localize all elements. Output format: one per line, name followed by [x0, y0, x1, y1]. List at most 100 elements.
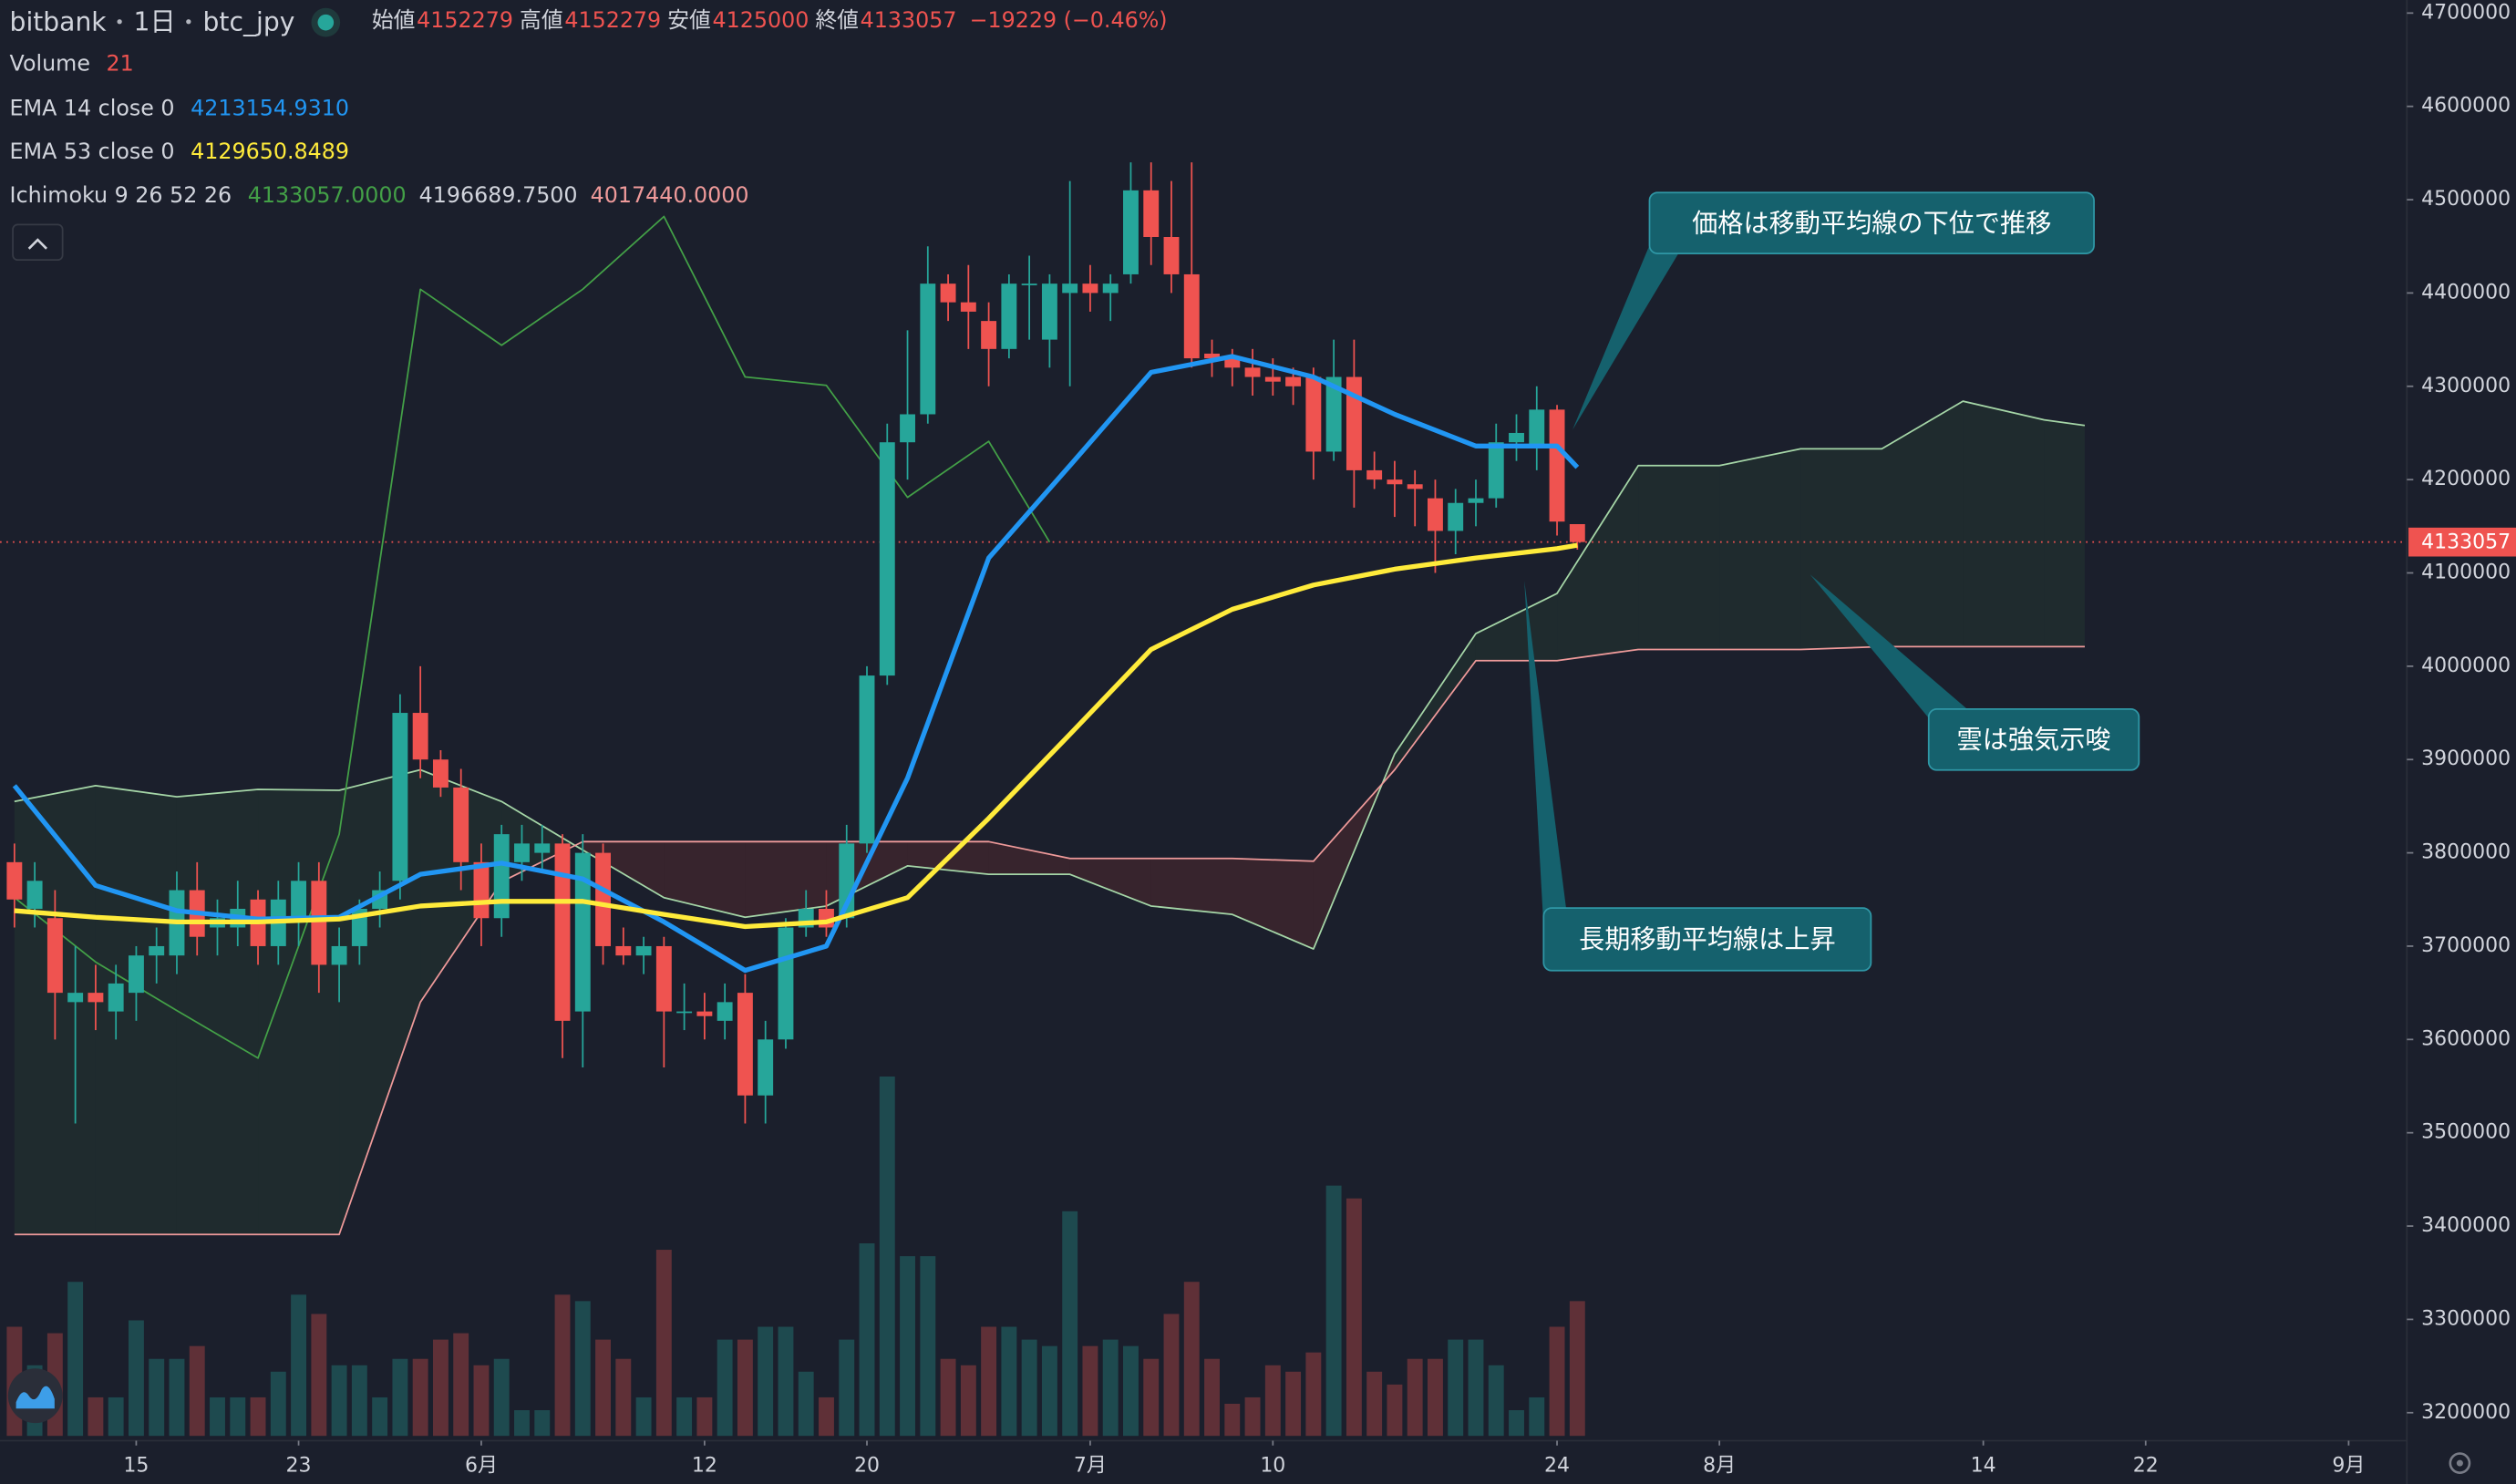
volume-bar — [1549, 1326, 1565, 1437]
x-tick-label: 24 — [1544, 1455, 1570, 1478]
candle-body — [859, 675, 875, 844]
volume-bar — [88, 1396, 104, 1437]
volume-bar — [453, 1333, 469, 1437]
x-tick-label: 15 — [123, 1455, 149, 1478]
ema53-row: EMA 53 close 0 4129650.8489 — [10, 131, 1168, 175]
candle-body — [554, 843, 571, 1021]
candle-body — [778, 927, 794, 1040]
current-price-badge — [2408, 527, 2516, 557]
x-tick-label: 12 — [692, 1455, 717, 1478]
volume-bar — [1204, 1358, 1220, 1437]
x-tick-label: 10 — [1260, 1455, 1285, 1478]
volume-bar — [879, 1076, 895, 1437]
candle-body — [1082, 283, 1098, 294]
callout-pointer — [1572, 237, 1679, 430]
market-status-dot[interactable] — [317, 14, 334, 30]
button-frame[interactable] — [12, 223, 64, 261]
volume-bar — [717, 1339, 733, 1437]
cloud-segment — [745, 841, 827, 918]
candle-body — [1102, 283, 1119, 294]
ichimoku-lagging-value: 4133057.0000 — [247, 182, 407, 210]
tradingview-logo[interactable] — [7, 1368, 63, 1424]
callout-box — [1542, 907, 1872, 972]
volume-bar — [615, 1358, 632, 1437]
ema-line — [14, 542, 1578, 930]
y-tick-label: 4100000 — [2421, 562, 2511, 584]
candle-body — [1285, 376, 1302, 386]
volume-value: 21 — [106, 51, 134, 78]
volume-bar — [635, 1396, 652, 1437]
cloud-segment — [1475, 593, 1558, 661]
cloud-segment — [1963, 401, 2045, 647]
volume-bar — [270, 1371, 286, 1437]
separator-dot — [186, 19, 192, 25]
cloud-segment — [988, 841, 1070, 875]
volume-bar — [574, 1301, 591, 1437]
x-tick-label: 9月 — [2332, 1455, 2365, 1478]
y-tick-label: 4600000 — [2421, 95, 2511, 118]
open-value: 4152279 — [417, 7, 514, 34]
cloud-segment — [1882, 401, 1964, 647]
candle-body — [1041, 283, 1057, 340]
logo-circle[interactable] — [7, 1368, 63, 1424]
ema53-name: EMA 53 close 0 — [9, 139, 175, 166]
candle-body — [26, 881, 43, 910]
candle-body — [493, 834, 510, 919]
callout-box — [1648, 191, 2095, 254]
candle-body — [1244, 367, 1261, 377]
candle-body — [88, 993, 104, 1003]
callout-text: 価格は移動平均線の下位で推移 — [1692, 208, 2051, 238]
symbol-row: bitbank 1日 btc_jpy 始値 4152279 高値 4152279… — [10, 0, 1168, 44]
ichimoku-span-a-value: 4196689.7500 — [418, 182, 578, 210]
candle-body — [514, 843, 530, 862]
chevron-icon — [27, 238, 47, 250]
volume-bar — [960, 1365, 976, 1437]
y-tick-label: 4400000 — [2421, 281, 2511, 304]
low-value: 4125000 — [712, 7, 809, 34]
exchange: bitbank — [9, 6, 107, 37]
settings-gear[interactable] — [2449, 1452, 2471, 1474]
cloud-segment — [1232, 858, 1314, 950]
cloud-segment — [2044, 419, 2085, 647]
ichimoku-row: Ichimoku 9 26 52 26 4133057.0000 4196689… — [10, 175, 1168, 219]
volume-bar — [169, 1358, 185, 1437]
candle-body — [67, 993, 84, 1003]
candle-body — [1387, 479, 1403, 485]
volume-layer — [6, 1076, 1585, 1437]
candle-body — [696, 1011, 713, 1016]
ema53-value: 4129650.8489 — [191, 139, 350, 166]
separator-dot — [117, 19, 123, 25]
candle-body — [1163, 237, 1180, 274]
collapse-button[interactable] — [12, 223, 64, 261]
y-tick-label: 3900000 — [2421, 747, 2511, 770]
volume-bar — [230, 1396, 246, 1437]
axis-layer: 3200000 3300000 3400000 3500000 3600000 37000… — [123, 1, 2516, 1478]
volume-bar — [432, 1339, 449, 1437]
candle-body — [1468, 498, 1484, 503]
candle-body — [1183, 273, 1200, 359]
cloud-segment — [1800, 448, 1882, 650]
ichimoku-span-b — [14, 645, 2085, 1236]
volume-bar — [1163, 1314, 1180, 1437]
gear-ring[interactable] — [2449, 1452, 2471, 1474]
volume-bar — [1529, 1396, 1545, 1437]
volume-bar — [1285, 1371, 1302, 1437]
candle-body — [1529, 409, 1545, 448]
volume-bar — [1082, 1345, 1098, 1437]
candle-body — [128, 955, 144, 994]
volume-bar — [1305, 1352, 1322, 1437]
ema14-row: EMA 14 close 0 4213154.9310 — [10, 88, 1168, 131]
volume-bar — [108, 1396, 124, 1437]
candle-body — [1264, 376, 1281, 382]
ichimoku-span-b-value: 4017440.0000 — [590, 182, 749, 210]
candle-body — [635, 945, 652, 956]
ichimoku-span-a — [14, 400, 2086, 950]
callout-box — [1927, 708, 2140, 771]
y-tick-label: 3700000 — [2421, 934, 2511, 957]
candle-body — [331, 945, 347, 965]
symbol: btc_jpy — [202, 6, 295, 37]
y-tick-label: 4000000 — [2421, 654, 2511, 677]
y-tick-label: 4700000 — [2421, 1, 2511, 24]
